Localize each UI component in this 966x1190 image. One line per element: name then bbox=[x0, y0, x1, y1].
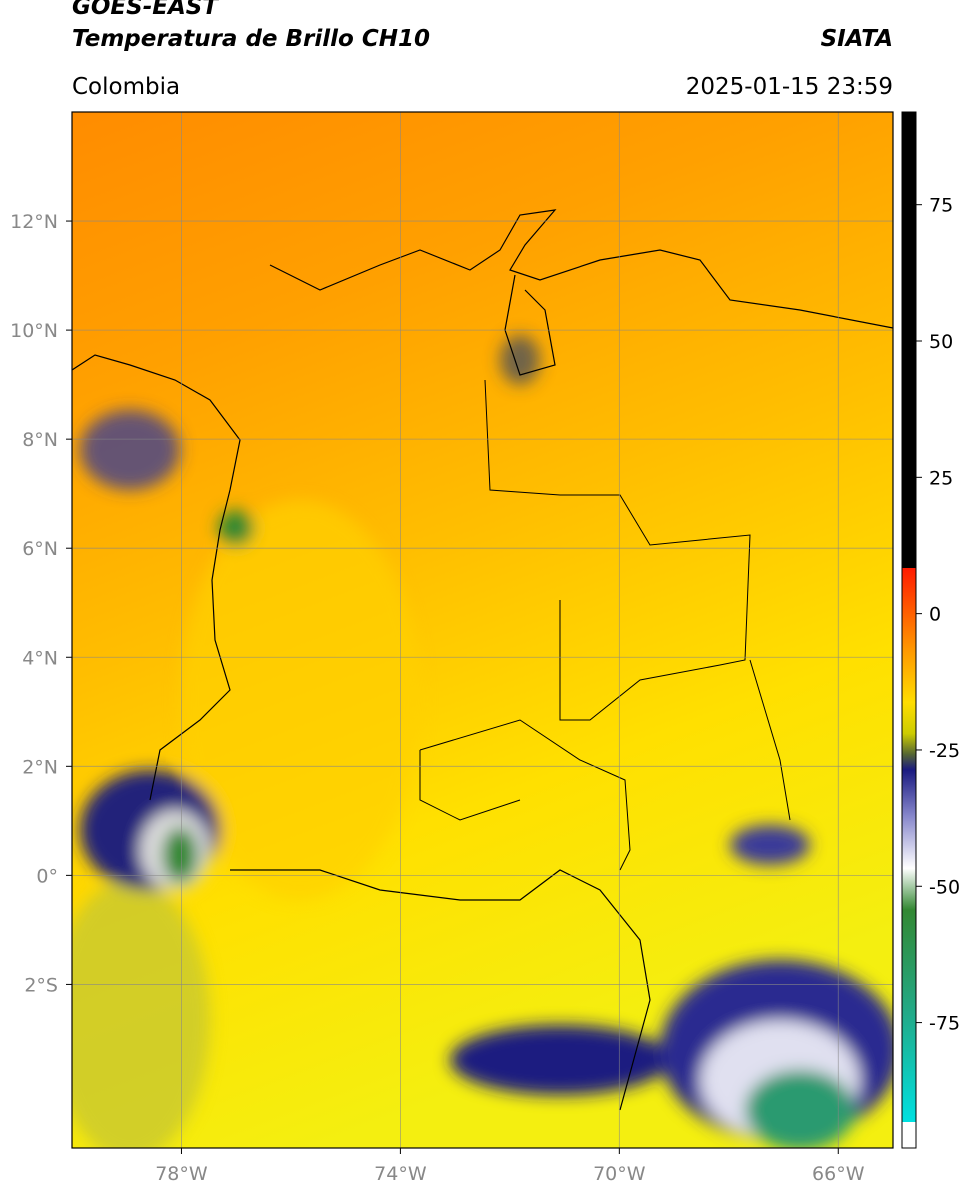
map-image bbox=[72, 112, 893, 1148]
y-tick-label: 8°N bbox=[22, 429, 58, 451]
product: Temperatura de Brillo CH10 bbox=[72, 26, 430, 52]
y-tick-label: 2°N bbox=[22, 756, 58, 778]
colorbar-label: -50 bbox=[929, 876, 960, 898]
y-tick-label: 10°N bbox=[10, 320, 58, 342]
colorbar-label: -25 bbox=[929, 740, 960, 762]
x-tick-label: 66°W bbox=[812, 1163, 865, 1185]
map-frame bbox=[71, 111, 894, 1149]
colorbar-label: 25 bbox=[929, 467, 953, 489]
y-tick-label: 4°N bbox=[22, 647, 58, 669]
x-tick-label: 70°W bbox=[593, 1163, 646, 1185]
datetime: 2025-01-15 23:59 bbox=[686, 74, 893, 100]
source: SIATA bbox=[821, 26, 893, 52]
satellite: GOES-EAST bbox=[72, 0, 220, 20]
y-tick-label: 12°N bbox=[10, 211, 58, 233]
x-tick-label: 74°W bbox=[374, 1163, 427, 1185]
colorbar-label: -75 bbox=[929, 1013, 960, 1035]
colorbar-label: 0 bbox=[929, 604, 941, 626]
region: Colombia bbox=[72, 74, 180, 100]
colorbar-label: 50 bbox=[929, 331, 953, 353]
colorbar bbox=[901, 111, 917, 1149]
y-tick-label: 2°S bbox=[24, 974, 58, 996]
grid bbox=[72, 112, 893, 1148]
x-tick-label: 78°W bbox=[155, 1163, 208, 1185]
colorbar-label: 75 bbox=[929, 195, 953, 217]
y-tick-label: 6°N bbox=[22, 538, 58, 560]
y-tick-label: 0° bbox=[36, 865, 58, 887]
